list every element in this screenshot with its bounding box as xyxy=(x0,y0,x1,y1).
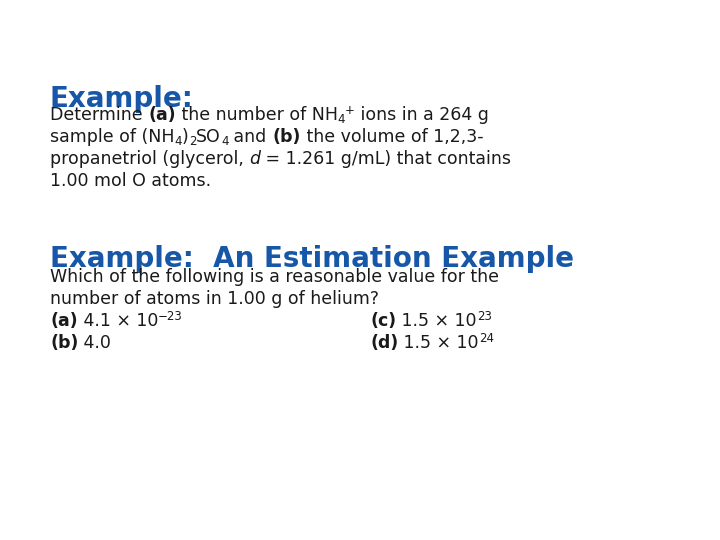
Text: (b): (b) xyxy=(50,334,78,352)
Text: and: and xyxy=(228,128,272,146)
Text: (a): (a) xyxy=(50,312,78,330)
Text: 4.0: 4.0 xyxy=(78,334,112,352)
Text: number of atoms in 1.00 g of helium?: number of atoms in 1.00 g of helium? xyxy=(50,290,379,308)
Text: 23: 23 xyxy=(477,310,492,323)
Text: 1.5 × 10: 1.5 × 10 xyxy=(398,334,479,352)
Text: 4: 4 xyxy=(174,135,182,148)
Text: 4: 4 xyxy=(338,113,346,126)
Text: (b): (b) xyxy=(272,128,301,146)
Text: Example:: Example: xyxy=(50,85,194,113)
Text: Which of the following is a reasonable value for the: Which of the following is a reasonable v… xyxy=(50,268,499,286)
Text: the number of NH: the number of NH xyxy=(176,106,338,124)
Text: ): ) xyxy=(182,128,189,146)
Text: (d): (d) xyxy=(370,334,398,352)
Text: 24: 24 xyxy=(479,333,494,346)
Text: 1.5 × 10: 1.5 × 10 xyxy=(396,312,477,330)
Text: (c): (c) xyxy=(370,312,396,330)
Text: d: d xyxy=(249,150,261,168)
Text: +: + xyxy=(346,104,355,117)
Text: 4.1 × 10: 4.1 × 10 xyxy=(78,312,158,330)
Text: Example:  An Estimation Example: Example: An Estimation Example xyxy=(50,245,574,273)
Text: (a): (a) xyxy=(148,106,176,124)
Text: 1.00 mol O atoms.: 1.00 mol O atoms. xyxy=(50,172,211,190)
Text: sample of (NH: sample of (NH xyxy=(50,128,174,146)
Text: propanetriol (glycerol,: propanetriol (glycerol, xyxy=(50,150,249,168)
Text: 2: 2 xyxy=(189,135,197,148)
Text: Determine: Determine xyxy=(50,106,148,124)
Text: ions in a 264 g: ions in a 264 g xyxy=(355,106,489,124)
Text: 4: 4 xyxy=(221,135,228,148)
Text: SO: SO xyxy=(197,128,221,146)
Text: −23: −23 xyxy=(158,310,183,323)
Text: = 1.261 g/mL) that contains: = 1.261 g/mL) that contains xyxy=(261,150,511,168)
Text: the volume of 1,2,3-: the volume of 1,2,3- xyxy=(301,128,483,146)
